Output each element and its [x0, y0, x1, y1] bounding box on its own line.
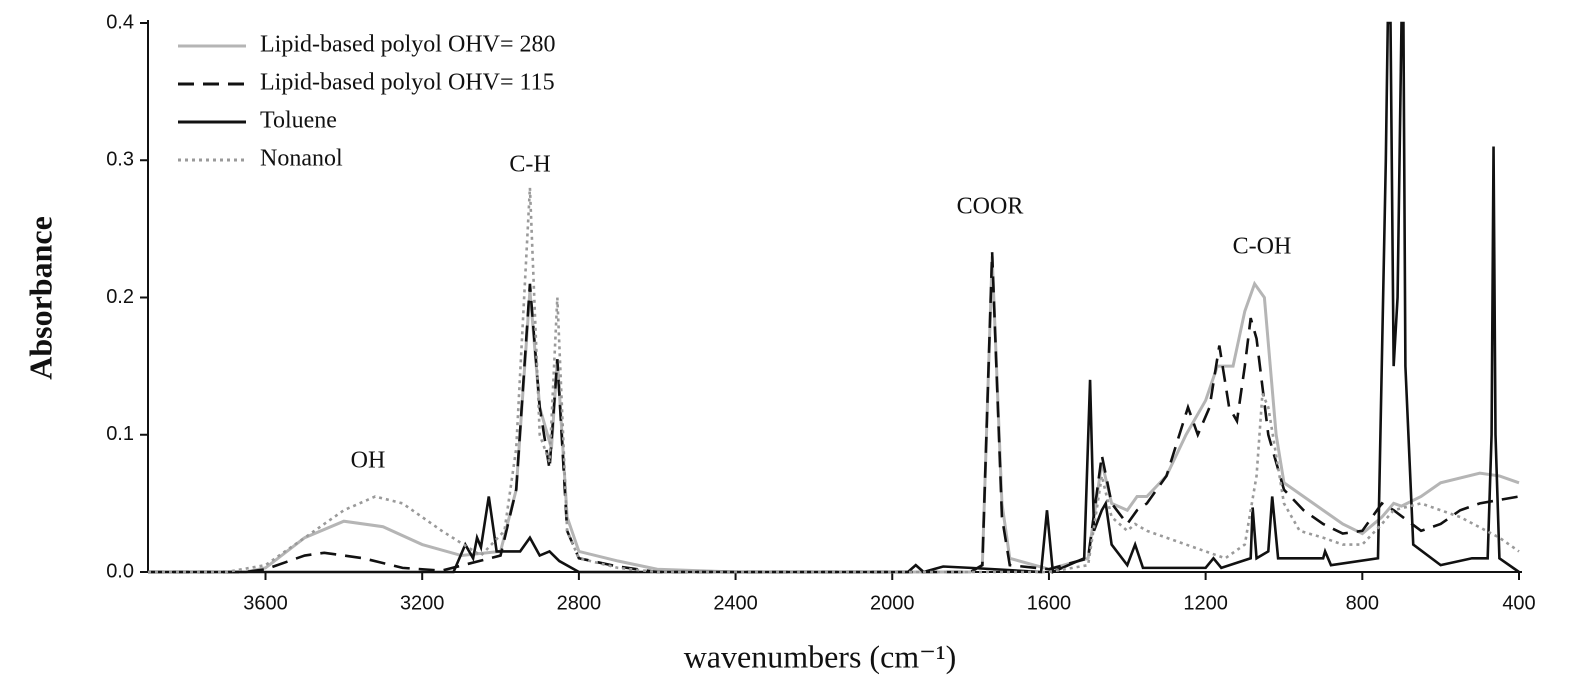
series-line: [148, 256, 1520, 574]
legend-label: Lipid-based polyol OHV= 115: [260, 70, 555, 96]
y-tick-label: 0.4: [106, 11, 134, 33]
legend-label: Nonanol: [260, 146, 343, 172]
annotation: OH: [351, 448, 386, 474]
plot-area: [148, 21, 1520, 574]
series-line: [148, 187, 1520, 574]
annotation: C-H: [509, 152, 550, 178]
series-line: [148, 21, 1520, 574]
x-tick-label: 1200: [1183, 592, 1228, 614]
y-tick-label: 0.3: [106, 149, 134, 171]
annotation: C-OH: [1233, 234, 1292, 260]
legend-label: Toluene: [260, 108, 337, 134]
x-tick-label: 2000: [870, 592, 915, 614]
y-axis-title: Absorbance: [22, 216, 58, 380]
y-tick-label: 0.1: [106, 423, 134, 445]
x-tick-label: 400: [1502, 592, 1535, 614]
annotation: COOR: [957, 194, 1024, 220]
legend-label: Lipid-based polyol OHV= 280: [260, 32, 556, 58]
x-tick-label: 1600: [1027, 592, 1072, 614]
x-tick-label: 3600: [243, 592, 288, 614]
x-tick-label: 800: [1346, 592, 1379, 614]
y-tick-label: 0.0: [106, 560, 134, 582]
x-tick-label: 2400: [713, 592, 758, 614]
x-tick-label: 2800: [557, 592, 602, 614]
series-line: [148, 252, 1520, 574]
x-tick-label: 3200: [400, 592, 445, 614]
x-axis-title: wavenumbers (cm⁻¹): [684, 638, 957, 674]
y-tick-label: 0.2: [106, 286, 134, 308]
